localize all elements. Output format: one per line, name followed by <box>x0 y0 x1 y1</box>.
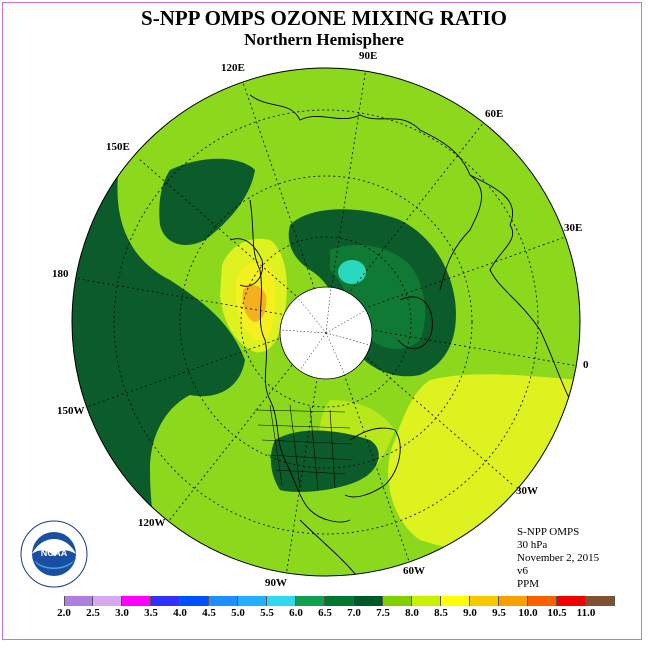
map-title: S-NPP OMPS OZONE MIXING RATIO <box>141 6 507 30</box>
colorbar-tick-label: 8.0 <box>405 607 419 619</box>
meridian-150e <box>137 157 327 323</box>
lon-label-60w: 60W <box>403 565 425 577</box>
colorbar-swatch <box>267 596 296 606</box>
info-level: 30 hPa <box>517 539 548 551</box>
colorbar-tick-label: 7.5 <box>376 607 390 619</box>
colorbar <box>64 596 615 606</box>
polar-meridian-e <box>299 332 327 371</box>
lon-label-180: 180 <box>52 268 69 280</box>
colorbar-labels: 2.0 2.5 3.0 3.5 4.0 4.5 5.0 5.5 6.0 6.5 7.0 7.5 8.0 8… <box>0 607 648 621</box>
coastline-asia <box>249 94 482 291</box>
lat-circle-20 <box>113 109 539 535</box>
colorbar-tick-label: 9.5 <box>492 607 506 619</box>
coastline-north-america-west <box>249 199 351 523</box>
colorbar-tick-label: 9.0 <box>463 607 477 619</box>
colorbar-swatch <box>441 596 470 606</box>
lon-label-120w: 120W <box>138 517 166 529</box>
lon-label-30w: 30W <box>516 485 538 497</box>
colorbar-swatch <box>238 596 267 606</box>
logo-wave-shape <box>34 560 74 569</box>
lon-label-60e: 60E <box>485 108 504 120</box>
coastline-europe-africa <box>469 174 571 401</box>
colorbar-tick-label: 5.5 <box>260 607 274 619</box>
us-state-lines <box>254 404 353 491</box>
colorbar-swatch <box>122 596 151 606</box>
ozone-field <box>72 68 580 576</box>
map-subtitle: Northern Hemisphere <box>244 30 404 49</box>
lon-label-90w: 90W <box>265 577 287 589</box>
lon-label-0: 0 <box>583 359 589 371</box>
colorbar-swatch <box>296 596 325 606</box>
info-instrument: S-NPP OMPS <box>517 526 580 538</box>
coastlines <box>229 94 571 576</box>
colorbar-swatch <box>151 596 180 606</box>
colorbar-swatch <box>325 596 354 606</box>
colorbar-tick-label: 3.5 <box>144 607 158 619</box>
map-border <box>71 67 581 577</box>
logo-text: NOAA <box>41 548 68 558</box>
colorbar-tick-label: 2.0 <box>57 607 71 619</box>
lat-circle-40 <box>179 175 473 469</box>
colorbar-swatch <box>209 596 238 606</box>
lon-label-150w: 150W <box>57 405 85 417</box>
logo-gull-shape <box>32 539 76 556</box>
state-lines-vertical <box>269 404 336 491</box>
colorbar-tick-label: 10.0 <box>518 607 538 619</box>
info-date: November 2, 2015 <box>517 552 600 564</box>
colorbar-tick-label: 10.5 <box>547 607 567 619</box>
polar-meridian-c <box>325 332 371 346</box>
product-info: S-NPP OMPS 30 hPa November 2, 2015 v6 PP… <box>517 526 599 591</box>
lon-label-30e: 30E <box>564 222 583 234</box>
colorbar-swatch <box>528 596 557 606</box>
colorbar-swatch <box>354 596 383 606</box>
lat-circle-60 <box>240 236 412 408</box>
colorbar-tick-label: 2.5 <box>86 607 100 619</box>
polar-meridian-f <box>281 329 327 334</box>
lon-label-120e: 120E <box>221 62 245 74</box>
polar-meridian-d <box>325 332 346 376</box>
colorbar-tick-label: 4.0 <box>173 607 187 619</box>
lon-label-150e: 150E <box>106 141 130 153</box>
colorbar-swatch <box>93 596 122 606</box>
colorbar-swatch <box>499 596 528 606</box>
colorbar-swatch <box>412 596 441 606</box>
colorbar-tick-label: 5.0 <box>231 607 245 619</box>
colorbar-swatch <box>64 596 93 606</box>
state-lines-horizontal <box>254 409 353 475</box>
lon-label-90e: 90E <box>359 50 378 62</box>
colorbar-tick-label: 6.5 <box>318 607 332 619</box>
noaa-logo: NOAA <box>20 520 88 588</box>
colorbar-swatch <box>470 596 499 606</box>
field-dark-green-north-pacific <box>159 158 255 245</box>
field-teal-max <box>338 260 366 284</box>
meridian-120e <box>239 73 327 323</box>
coastline-north-america-east <box>344 427 401 498</box>
colorbar-tick-label: 6.0 <box>289 607 303 619</box>
polar-meridian-b <box>325 309 367 334</box>
colorbar-tick-label: 4.5 <box>202 607 216 619</box>
colorbar-tick-label: 8.5 <box>434 607 448 619</box>
colorbar-swatch <box>586 596 615 606</box>
colorbar-swatch <box>180 596 209 606</box>
figure-frame <box>2 2 642 640</box>
info-version: v6 <box>517 565 528 577</box>
colorbar-swatch <box>557 596 586 606</box>
polar-meridian-g <box>297 297 327 334</box>
colorbar-swatch <box>383 596 412 606</box>
colorbar-tick-label: 3.0 <box>115 607 129 619</box>
colorbar-tick-label: 11.0 <box>576 607 596 619</box>
info-units: PPM <box>517 578 540 590</box>
meridian-60w <box>325 321 413 571</box>
field-dark-green-north-america <box>270 430 379 492</box>
colorbar-tick-label: 7.0 <box>347 607 361 619</box>
polar-meridian-a <box>325 287 332 334</box>
coastline-scandinavia <box>397 296 433 350</box>
polar-region-gridlines <box>281 287 371 376</box>
coastline-alaska <box>229 238 264 287</box>
